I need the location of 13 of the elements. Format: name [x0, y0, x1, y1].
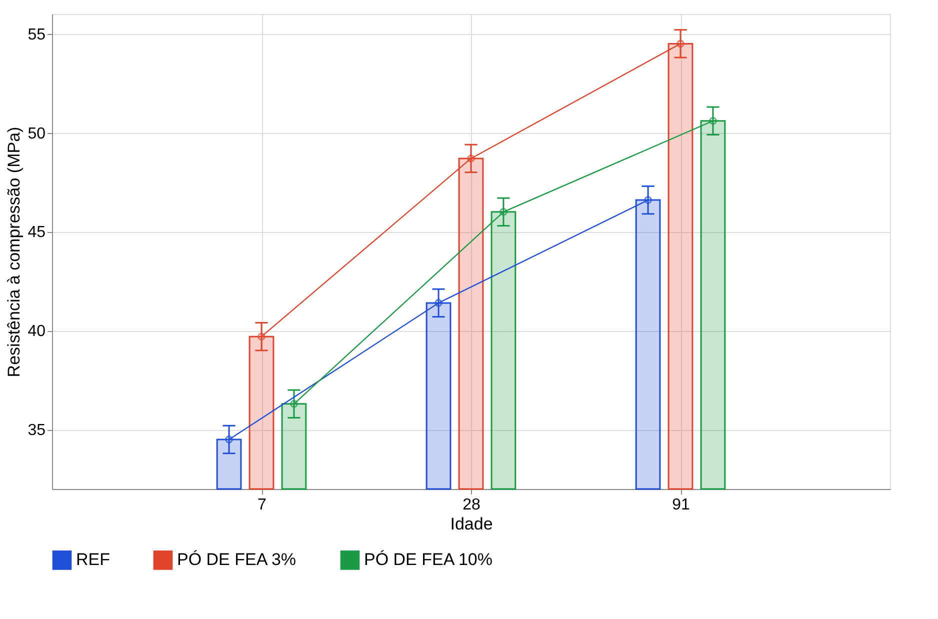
legend-label: PÓ DE FEA 10%	[364, 550, 492, 570]
x-axis-title: Idade	[450, 514, 493, 534]
y-axis-title: Resistência à compressão (MPa)	[4, 126, 24, 378]
y-tick-label: 40	[28, 323, 46, 340]
legend-label: PÓ DE FEA 3%	[177, 550, 296, 570]
y-tick-label: 50	[28, 125, 46, 142]
y-tick-label: 35	[28, 422, 46, 440]
legend-label: REF	[76, 550, 110, 570]
x-tick-label: 7	[258, 496, 267, 514]
y-tick-label: 55	[28, 26, 46, 44]
y-tick-label: 45	[28, 224, 46, 242]
x-tick-label: 28	[462, 496, 480, 514]
x-tick-label: 91	[672, 496, 690, 514]
